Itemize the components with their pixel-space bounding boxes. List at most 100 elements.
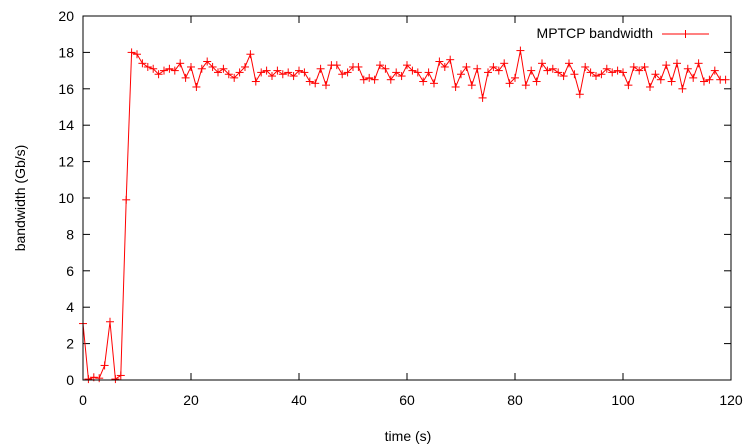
y-tick-label: 2 xyxy=(66,336,74,352)
axis-tick-labels: 0 20 40 60 80 100 120 0 2 4 6 8 10 12 14 16 18 20 xyxy=(58,8,742,408)
data-point xyxy=(224,70,233,79)
data-point xyxy=(187,62,195,71)
data-point xyxy=(181,73,190,82)
data-point xyxy=(689,73,698,82)
data-point xyxy=(516,46,525,55)
data-point xyxy=(430,79,438,88)
data-point xyxy=(678,84,687,93)
data-point xyxy=(143,62,152,71)
x-tick-label: 40 xyxy=(291,392,307,408)
data-point xyxy=(500,59,509,68)
data-point xyxy=(133,50,141,59)
data-point xyxy=(273,66,282,75)
data-point xyxy=(575,90,584,99)
data-point xyxy=(538,59,546,68)
data-point xyxy=(597,70,606,79)
data-point xyxy=(581,62,590,71)
data-point xyxy=(435,57,444,66)
data-point xyxy=(111,375,120,384)
y-tick-label: 6 xyxy=(66,263,74,279)
data-point xyxy=(354,62,363,71)
data-point xyxy=(116,371,125,380)
data-point xyxy=(192,82,201,91)
series-layer xyxy=(79,46,730,384)
data-point xyxy=(370,75,379,84)
data-point xyxy=(559,72,568,81)
data-point xyxy=(338,70,347,79)
data-point xyxy=(149,64,158,73)
data-point xyxy=(494,66,503,75)
data-point xyxy=(656,75,665,84)
data-point xyxy=(592,72,600,81)
data-point xyxy=(214,68,222,77)
data-point xyxy=(548,64,557,73)
data-point xyxy=(257,68,266,77)
x-tick-label: 80 xyxy=(507,392,523,408)
x-tick-label: 0 xyxy=(79,392,87,408)
x-tick-label: 20 xyxy=(183,392,199,408)
data-point xyxy=(230,73,239,82)
y-tick-label: 0 xyxy=(66,372,74,388)
plot-frame xyxy=(82,15,732,381)
data-point xyxy=(176,59,185,68)
data-point xyxy=(235,68,244,77)
data-point xyxy=(219,64,228,73)
data-point xyxy=(160,66,168,75)
data-point xyxy=(683,64,692,73)
legend-label: MPTCP bandwidth xyxy=(537,25,653,41)
data-point xyxy=(246,50,255,59)
x-tick-label: 100 xyxy=(611,392,635,408)
data-point xyxy=(413,68,422,77)
data-point xyxy=(332,61,341,70)
data-point xyxy=(262,66,271,75)
series-line xyxy=(82,50,726,380)
data-point xyxy=(170,66,179,75)
data-point xyxy=(397,72,406,81)
data-point xyxy=(710,66,719,75)
data-point xyxy=(613,66,622,75)
data-point xyxy=(667,77,676,86)
data-point xyxy=(268,72,276,81)
data-point xyxy=(673,59,681,68)
data-point xyxy=(543,66,552,75)
data-point xyxy=(629,62,638,71)
data-point xyxy=(484,68,492,77)
data-point xyxy=(446,55,455,64)
data-point xyxy=(289,72,298,81)
data-point xyxy=(554,68,563,77)
data-point xyxy=(408,66,417,75)
data-point xyxy=(316,64,325,73)
data-point xyxy=(505,79,514,88)
data-point xyxy=(203,57,212,66)
data-point xyxy=(311,79,320,88)
data-point xyxy=(705,75,714,84)
y-tick-label: 16 xyxy=(58,81,74,97)
data-point xyxy=(95,374,104,383)
legend-marker xyxy=(681,30,690,38)
data-point xyxy=(278,70,287,79)
y-tick-label: 20 xyxy=(58,8,74,24)
data-point xyxy=(721,75,730,84)
y-axis-label: bandwidth (Gb/s) xyxy=(12,145,28,252)
data-point xyxy=(635,66,644,75)
data-point xyxy=(511,73,519,82)
data-point xyxy=(84,375,93,384)
data-point xyxy=(106,317,114,326)
data-point xyxy=(300,68,309,77)
data-point xyxy=(662,61,671,70)
data-point xyxy=(365,73,374,82)
x-axis-label: time (s) xyxy=(385,428,432,444)
data-point xyxy=(619,68,627,77)
data-point xyxy=(386,75,395,84)
y-tick-label: 14 xyxy=(58,117,74,133)
y-tick-label: 4 xyxy=(66,299,74,315)
data-point xyxy=(478,93,487,102)
data-point xyxy=(640,62,649,71)
data-point xyxy=(527,66,536,75)
data-point xyxy=(462,62,471,71)
data-point xyxy=(646,82,654,91)
data-point xyxy=(602,64,611,73)
data-point xyxy=(343,68,352,77)
data-point xyxy=(440,62,449,71)
